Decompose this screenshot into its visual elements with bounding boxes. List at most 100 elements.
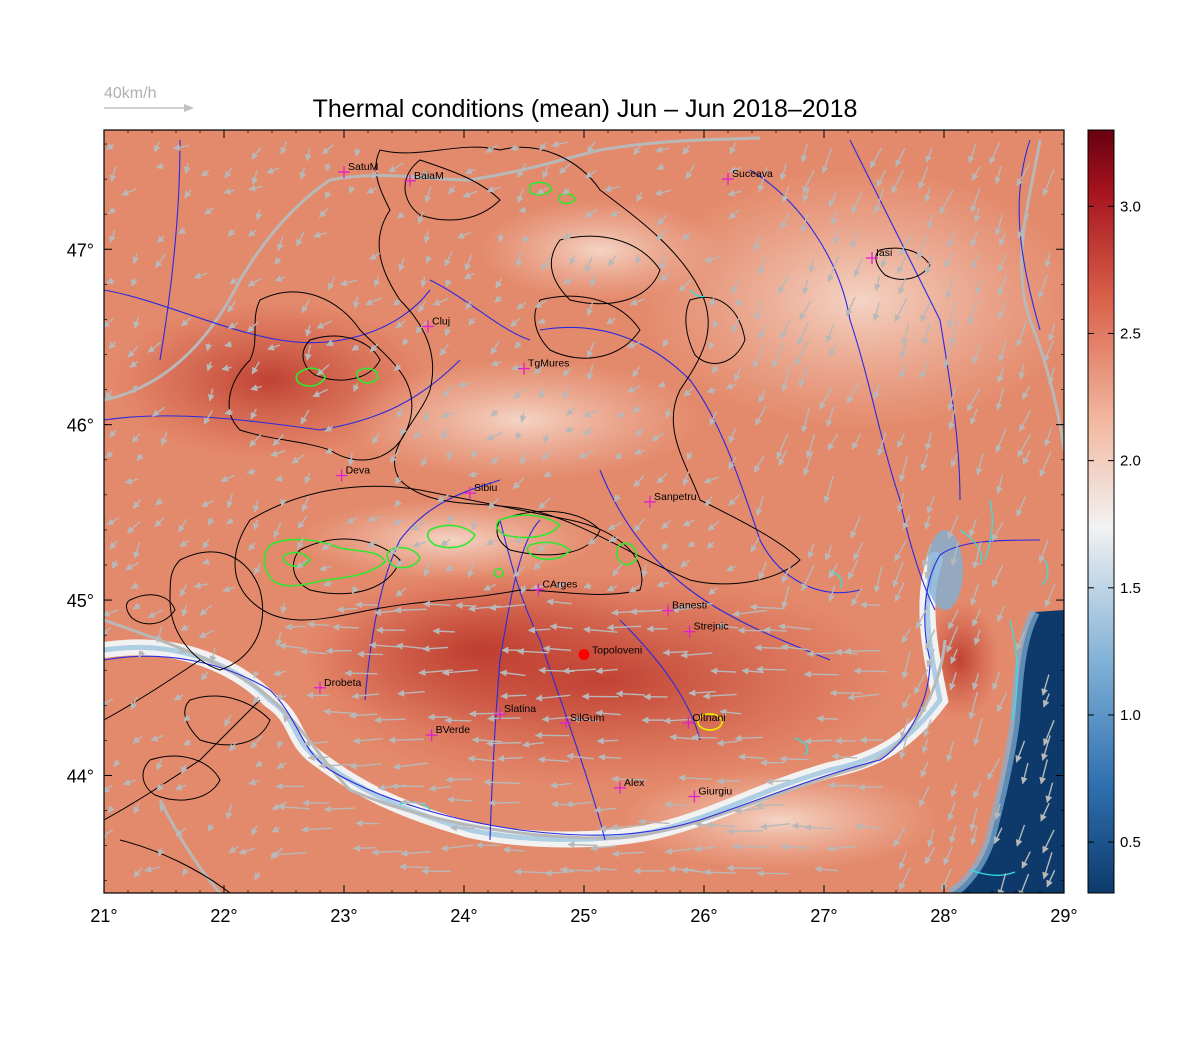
wind-arrow (899, 235, 911, 257)
wind-arrow (122, 778, 136, 786)
wind-arrow (539, 142, 547, 151)
wind-arrow (299, 167, 307, 180)
wind-arrow (133, 316, 140, 329)
wind-arrow (173, 143, 190, 151)
city-label: Giurgiu (698, 786, 732, 798)
wind-arrow (688, 689, 716, 697)
wind-arrow (709, 411, 717, 426)
wind-arrow (755, 665, 786, 673)
wind-arrow (823, 475, 834, 504)
y-tick-label: 45° (67, 591, 94, 611)
wind-arrow (326, 339, 334, 346)
wind-arrow (138, 650, 146, 658)
wind-arrow (572, 715, 599, 723)
wind-arrow (584, 257, 593, 273)
wind-arrow (967, 301, 978, 325)
wind-arrow (763, 626, 787, 634)
wind-arrow (846, 382, 859, 404)
colorbar-ticks: 0.5 1.0 1.5 2.0 2.5 3.0 (1088, 198, 1141, 851)
wind-arrow (827, 255, 840, 283)
wind-arrow (247, 321, 259, 333)
wind-arrow (205, 343, 213, 352)
wind-arrow (628, 584, 641, 593)
wind-arrow (109, 166, 117, 183)
wind-arrow (780, 843, 810, 851)
city-label: CArges (542, 579, 577, 591)
wind-arrow (131, 433, 140, 443)
wind-arrow (918, 785, 930, 808)
wind-arrow (968, 142, 977, 164)
wind-arrow (515, 432, 523, 441)
wind-arrow (851, 433, 862, 450)
wind-arrow (973, 629, 981, 646)
wind-arrow (248, 778, 260, 786)
wind-arrow (853, 257, 863, 278)
wind-arrow (782, 186, 790, 203)
wind-arrow (894, 581, 905, 602)
wind-arrow (949, 672, 957, 691)
wind-arrow (916, 233, 929, 260)
wind-arrow (892, 561, 904, 588)
wind-arrow (280, 603, 288, 615)
wind-arrow (247, 277, 262, 287)
wind-arrow (969, 807, 978, 832)
wind-arrow (682, 144, 691, 155)
wind-arrow (997, 367, 1005, 384)
wind-arrow (193, 272, 208, 279)
wind-arrow (248, 542, 256, 551)
wind-arrow (896, 256, 907, 274)
wind-arrow (252, 519, 260, 531)
wind-arrow (970, 230, 979, 248)
wind-arrow (925, 148, 933, 163)
wind-arrow (584, 208, 598, 218)
city-markers: SatuM BaiaM Suceava Iasi Cluj TgMures Deva Sibi… (314, 161, 892, 803)
city-label: BaiaM (414, 170, 444, 182)
wind-arrow (824, 544, 833, 561)
wind-arrow (683, 387, 694, 397)
wind-arrow (831, 753, 858, 761)
wind-arrow (105, 277, 115, 285)
wind-arrow (1019, 410, 1032, 432)
wind-arrow (420, 276, 428, 288)
wind-arrow (850, 516, 861, 539)
wind-arrow (278, 642, 304, 650)
wind-arrow (520, 584, 528, 594)
coastal-contours (399, 289, 1049, 876)
wind-arrow (428, 784, 452, 792)
wind-arrow (703, 476, 719, 484)
wind-arrow (348, 711, 378, 719)
wind-arrow (686, 451, 694, 461)
wind-arrow (255, 209, 263, 221)
wind-arrow (522, 236, 530, 244)
wind-arrow (661, 519, 672, 530)
wind-arrow (778, 623, 812, 631)
highlight-label: Topoloveni (592, 644, 642, 656)
wind-arrow (273, 521, 282, 539)
wind-arrow (184, 189, 192, 199)
wind-arrow (147, 609, 163, 619)
city-label: BVerde (436, 724, 471, 736)
wind-arrow (183, 163, 191, 175)
wind-arrow (939, 189, 954, 215)
city-marker: Giurgiu (688, 786, 732, 803)
wind-arrow (155, 162, 164, 169)
wind-arrow (945, 277, 954, 299)
wind-arrow (510, 364, 522, 372)
wind-arrow (274, 475, 283, 483)
wind-arrow (902, 693, 911, 709)
wind-arrow (565, 800, 593, 808)
wind-arrow (611, 850, 645, 858)
wind-arrow (203, 410, 213, 425)
wind-arrow (725, 382, 737, 390)
wind-arrow (968, 518, 978, 538)
wind-arrow (1015, 631, 1026, 651)
wind-arrow (106, 143, 114, 151)
y-tick-label: 44° (67, 766, 94, 786)
wind-arrow (972, 608, 982, 627)
wind-arrow (558, 163, 572, 175)
wind-arrow (441, 669, 478, 677)
wind-arrow (487, 497, 500, 510)
wind-arrow (633, 518, 646, 532)
wind-arrow (399, 863, 430, 871)
wind-arrow (814, 865, 839, 873)
